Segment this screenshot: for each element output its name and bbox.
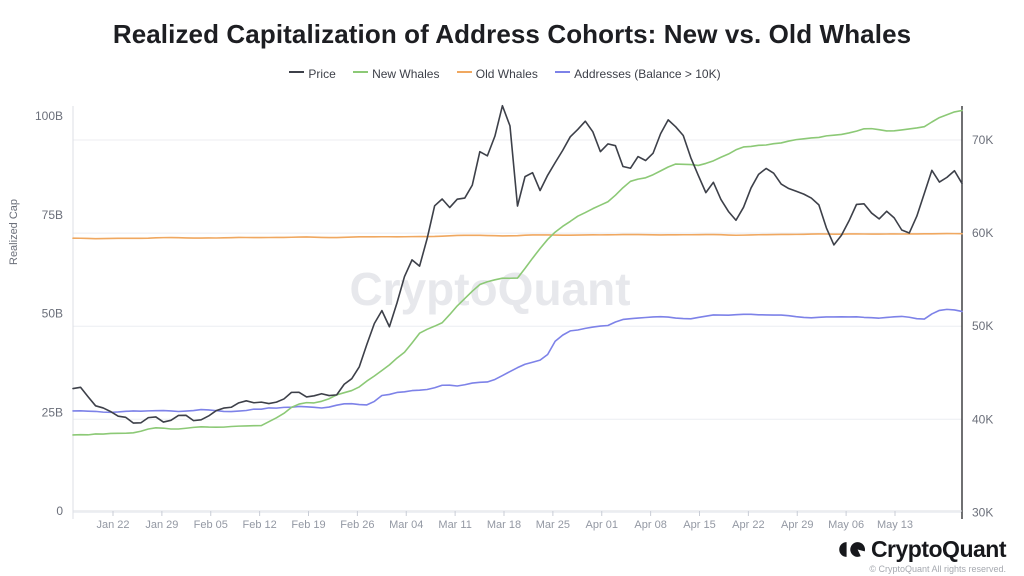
- svg-text:Mar 25: Mar 25: [536, 519, 570, 531]
- svg-text:60K: 60K: [972, 226, 993, 240]
- svg-text:70K: 70K: [972, 133, 993, 147]
- svg-text:25B: 25B: [42, 405, 63, 419]
- svg-text:Feb 19: Feb 19: [291, 519, 325, 531]
- svg-text:Jan 22: Jan 22: [96, 519, 129, 531]
- svg-text:0: 0: [56, 504, 63, 518]
- svg-text:CryptoQuant: CryptoQuant: [349, 263, 630, 315]
- svg-text:Mar 04: Mar 04: [389, 519, 423, 531]
- svg-text:Feb 05: Feb 05: [194, 519, 228, 531]
- svg-text:Apr 15: Apr 15: [683, 519, 715, 531]
- svg-text:Apr 22: Apr 22: [732, 519, 764, 531]
- svg-text:May 13: May 13: [877, 519, 913, 531]
- svg-text:75B: 75B: [42, 208, 63, 222]
- svg-text:100B: 100B: [35, 109, 63, 123]
- svg-text:Apr 29: Apr 29: [781, 519, 813, 531]
- svg-text:30K: 30K: [972, 505, 993, 519]
- svg-text:50B: 50B: [42, 307, 63, 321]
- svg-text:Mar 18: Mar 18: [487, 519, 521, 531]
- svg-text:Jan 29: Jan 29: [145, 519, 178, 531]
- svg-text:50K: 50K: [972, 319, 993, 333]
- svg-text:Apr 01: Apr 01: [586, 519, 618, 531]
- svg-text:Feb 26: Feb 26: [340, 519, 374, 531]
- svg-text:May 06: May 06: [828, 519, 864, 531]
- svg-text:40K: 40K: [972, 412, 993, 426]
- svg-text:Apr 08: Apr 08: [634, 519, 666, 531]
- svg-text:Feb 12: Feb 12: [242, 519, 276, 531]
- svg-text:Mar 11: Mar 11: [438, 519, 471, 531]
